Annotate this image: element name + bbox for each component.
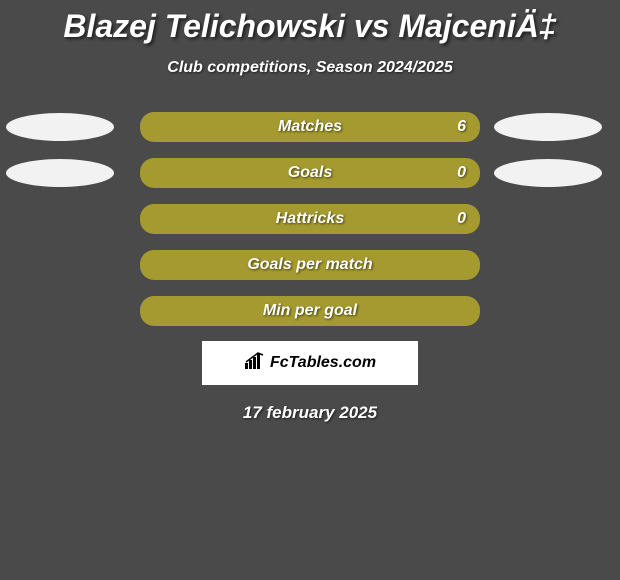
stat-label: Matches [278,118,342,136]
player-left-ellipse [6,113,114,141]
stat-bar: Goals per match [140,250,480,280]
stat-label: Goals per match [247,256,372,274]
comparison-subtitle: Club competitions, Season 2024/2025 [0,59,620,77]
stat-row: Goals 0 [0,157,620,189]
stat-label: Min per goal [263,302,357,320]
logo-box: FcTables.com [202,341,418,385]
stat-label: Goals [288,164,332,182]
stat-bar: Goals 0 [140,158,480,188]
stat-value: 0 [457,164,466,182]
player-left-ellipse [6,159,114,187]
stat-row: Min per goal [0,295,620,327]
player-right-ellipse [494,113,602,141]
comparison-title: Blazej Telichowski vs MajceniÄ‡ [0,0,620,45]
stat-value: 6 [457,118,466,136]
player-right-ellipse [494,159,602,187]
stat-bar: Min per goal [140,296,480,326]
stat-bar: Hattricks 0 [140,204,480,234]
logo: FcTables.com [244,352,376,375]
stat-bar: Matches 6 [140,112,480,142]
logo-text: FcTables.com [270,354,376,372]
stat-row: Goals per match [0,249,620,281]
stat-label: Hattricks [276,210,344,228]
chart-icon [244,352,266,375]
stat-row: Matches 6 [0,111,620,143]
stat-row: Hattricks 0 [0,203,620,235]
stat-rows: Matches 6 Goals 0 Hattricks 0 Goals per match M… [0,111,620,327]
date-label: 17 february 2025 [0,403,620,423]
stat-value: 0 [457,210,466,228]
